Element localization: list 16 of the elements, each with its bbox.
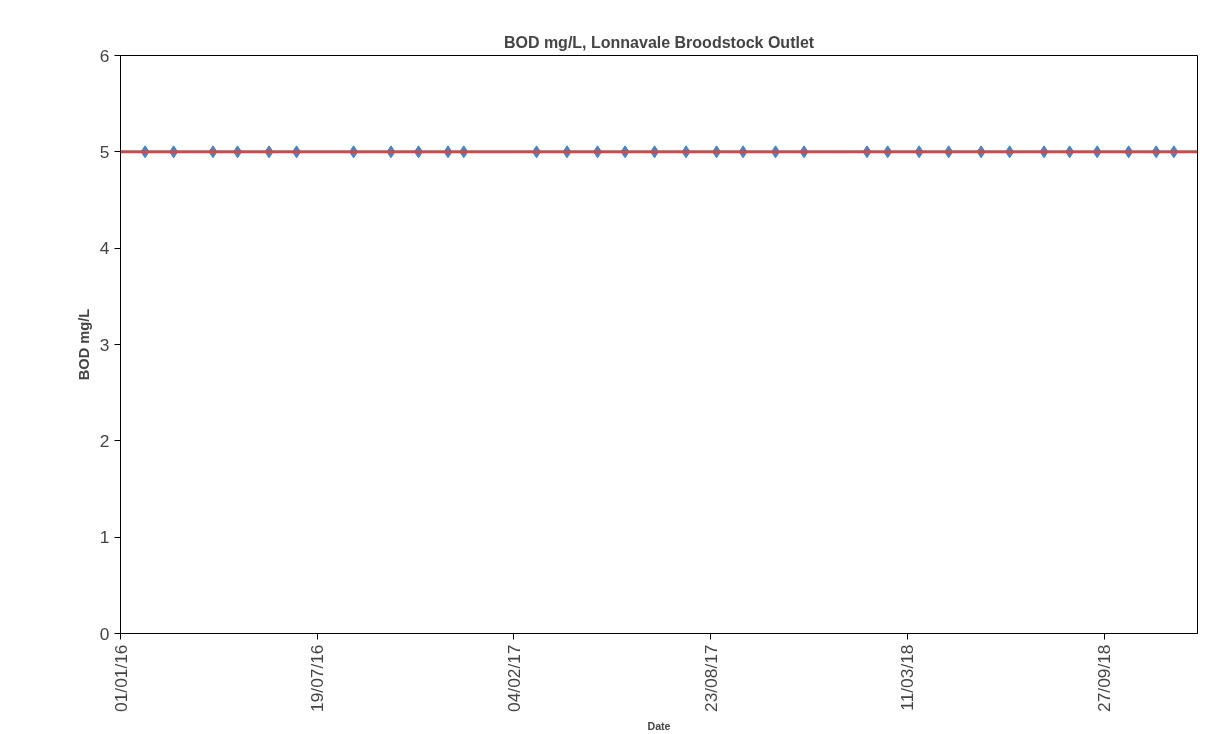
y-tick-label: 3 xyxy=(99,334,110,355)
x-tick-label: 23/08/17 xyxy=(700,644,721,712)
x-tick-label: 04/02/17 xyxy=(503,644,524,712)
x-tick-label: 01/01/16 xyxy=(110,644,131,712)
y-tick-label: 0 xyxy=(99,623,110,644)
y-tick-label: 6 xyxy=(99,45,110,66)
x-tick-label: 11/03/18 xyxy=(897,644,918,711)
y-axis-title: BOD mg/L xyxy=(75,308,92,381)
y-tick-label: 4 xyxy=(99,238,110,259)
y-tick-label: 5 xyxy=(99,141,110,162)
y-tick-label: 2 xyxy=(99,430,110,451)
chart-title: BOD mg/L, Lonnavale Broodstock Outlet xyxy=(503,33,815,51)
x-axis-title: Date xyxy=(647,719,671,732)
x-tick-label: 19/07/16 xyxy=(307,644,328,712)
y-tick-label: 1 xyxy=(99,527,110,548)
x-tick-label: 27/09/18 xyxy=(1094,644,1115,712)
